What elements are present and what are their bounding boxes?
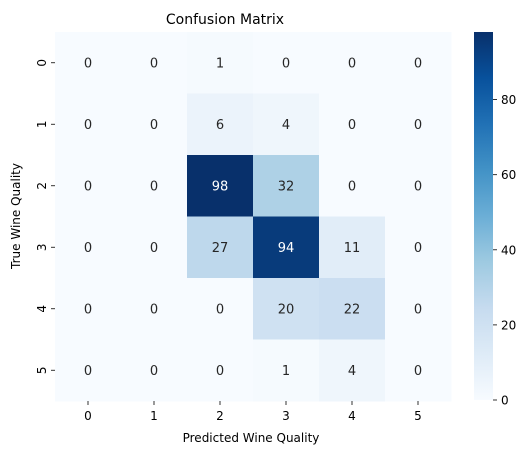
x-axis-label: Predicted Wine Quality xyxy=(183,431,320,445)
cell-value-label: 0 xyxy=(84,364,92,379)
cell-value-label: 0 xyxy=(84,302,92,317)
heatmap-cell xyxy=(385,93,452,156)
heatmap-cell xyxy=(253,32,320,94)
heatmap-cell xyxy=(55,155,122,217)
colorbar-ticks: 0 20 40 60 80 xyxy=(493,93,516,408)
x-tick-label: 4 xyxy=(348,409,356,423)
y-tick-label: 3 xyxy=(35,243,49,251)
heatmap-cell xyxy=(187,155,254,217)
heatmap-cell-labels: 0 0 1 0 0 0 0 0 6 4 0 0 0 0 98 32 0 0 0 0 27 94 11 0 0 0 0 20 22 0 0 0 0… xyxy=(84,56,422,379)
heatmap-cell xyxy=(253,216,320,279)
cell-value-label: 0 xyxy=(282,56,290,71)
heatmap-cell xyxy=(319,339,386,402)
heatmap-cell xyxy=(55,32,122,94)
x-tick-label: 1 xyxy=(150,409,158,423)
x-axis-ticks: 0 1 2 3 4 5 xyxy=(84,401,422,423)
cell-value-label: 0 xyxy=(84,241,92,256)
heatmap-cells xyxy=(55,32,452,402)
heatmap-cell xyxy=(121,278,188,340)
cell-value-label: 0 xyxy=(150,179,158,194)
x-tick-label: 5 xyxy=(414,409,422,423)
heatmap-cell xyxy=(187,278,254,340)
heatmap-cell xyxy=(55,216,122,279)
heatmap-cell xyxy=(385,32,452,94)
cell-value-label: 22 xyxy=(344,302,361,317)
colorbar-tick-label: 40 xyxy=(501,243,516,257)
heatmap-cell xyxy=(385,216,452,279)
cell-value-label: 11 xyxy=(344,241,361,256)
colorbar-tick-label: 0 xyxy=(501,394,509,408)
cell-value-label: 0 xyxy=(414,179,422,194)
heatmap-cell xyxy=(121,32,188,94)
heatmap-cell xyxy=(55,93,122,156)
heatmap-cell xyxy=(319,32,386,94)
cell-value-label: 0 xyxy=(414,364,422,379)
heatmap-cell xyxy=(385,339,452,402)
y-axis-ticks: 0 1 2 3 4 5 xyxy=(35,59,55,374)
cell-value-label: 94 xyxy=(278,241,295,256)
heatmap-cell xyxy=(55,278,122,340)
y-tick-label: 2 xyxy=(35,182,49,190)
cell-value-label: 1 xyxy=(282,364,290,379)
cell-value-label: 0 xyxy=(414,241,422,256)
heatmap-cell xyxy=(187,339,254,402)
x-tick-label: 3 xyxy=(282,409,290,423)
heatmap-cell xyxy=(187,216,254,279)
heatmap-cell xyxy=(121,216,188,279)
cell-value-label: 0 xyxy=(348,56,356,71)
cell-value-label: 32 xyxy=(278,179,295,194)
cell-value-label: 0 xyxy=(84,56,92,71)
cell-value-label: 0 xyxy=(414,118,422,133)
heatmap-cell xyxy=(319,93,386,156)
heatmap-cell xyxy=(187,32,254,94)
cell-value-label: 0 xyxy=(84,179,92,194)
heatmap-cell xyxy=(121,155,188,217)
heatmap-cell xyxy=(319,155,386,217)
colorbar-tick-label: 20 xyxy=(501,318,516,332)
cell-value-label: 0 xyxy=(150,56,158,71)
heatmap-cell xyxy=(253,278,320,340)
y-axis-label: True Wine Quality xyxy=(9,163,23,270)
heatmap-cell xyxy=(253,155,320,217)
heatmap-cell xyxy=(385,155,452,217)
heatmap-cell xyxy=(253,339,320,402)
cell-value-label: 0 xyxy=(348,179,356,194)
cell-value-label: 0 xyxy=(216,302,224,317)
y-tick-label: 1 xyxy=(35,120,49,128)
heatmap-cell xyxy=(385,278,452,340)
cell-value-label: 0 xyxy=(414,302,422,317)
heatmap-cell xyxy=(121,93,188,156)
y-tick-label: 0 xyxy=(35,59,49,67)
cell-value-label: 0 xyxy=(216,364,224,379)
chart-title: Confusion Matrix xyxy=(166,12,284,28)
colorbar xyxy=(474,32,493,400)
cell-value-label: 0 xyxy=(150,118,158,133)
x-tick-label: 2 xyxy=(216,409,224,423)
cell-value-label: 27 xyxy=(212,241,229,256)
cell-value-label: 98 xyxy=(212,179,229,194)
heatmap-cell xyxy=(319,278,386,340)
cell-value-label: 0 xyxy=(150,241,158,256)
x-tick-label: 0 xyxy=(84,409,92,423)
colorbar-tick-label: 80 xyxy=(501,93,516,107)
y-tick-label: 4 xyxy=(35,305,49,313)
cell-value-label: 6 xyxy=(216,118,224,133)
heatmap-cell xyxy=(121,339,188,402)
colorbar-tick-label: 60 xyxy=(501,168,516,182)
cell-value-label: 4 xyxy=(348,364,356,379)
cell-value-label: 0 xyxy=(84,118,92,133)
heatmap-cell xyxy=(319,216,386,279)
cell-value-label: 0 xyxy=(150,302,158,317)
cell-value-label: 1 xyxy=(216,56,224,71)
heatmap-cell xyxy=(55,339,122,402)
cell-value-label: 0 xyxy=(150,364,158,379)
cell-value-label: 20 xyxy=(278,302,295,317)
y-tick-label: 5 xyxy=(35,366,49,374)
cell-value-label: 4 xyxy=(282,118,290,133)
cell-value-label: 0 xyxy=(414,56,422,71)
heatmap-cell xyxy=(187,93,254,156)
cell-value-label: 0 xyxy=(348,118,356,133)
heatmap-cell xyxy=(253,93,320,156)
